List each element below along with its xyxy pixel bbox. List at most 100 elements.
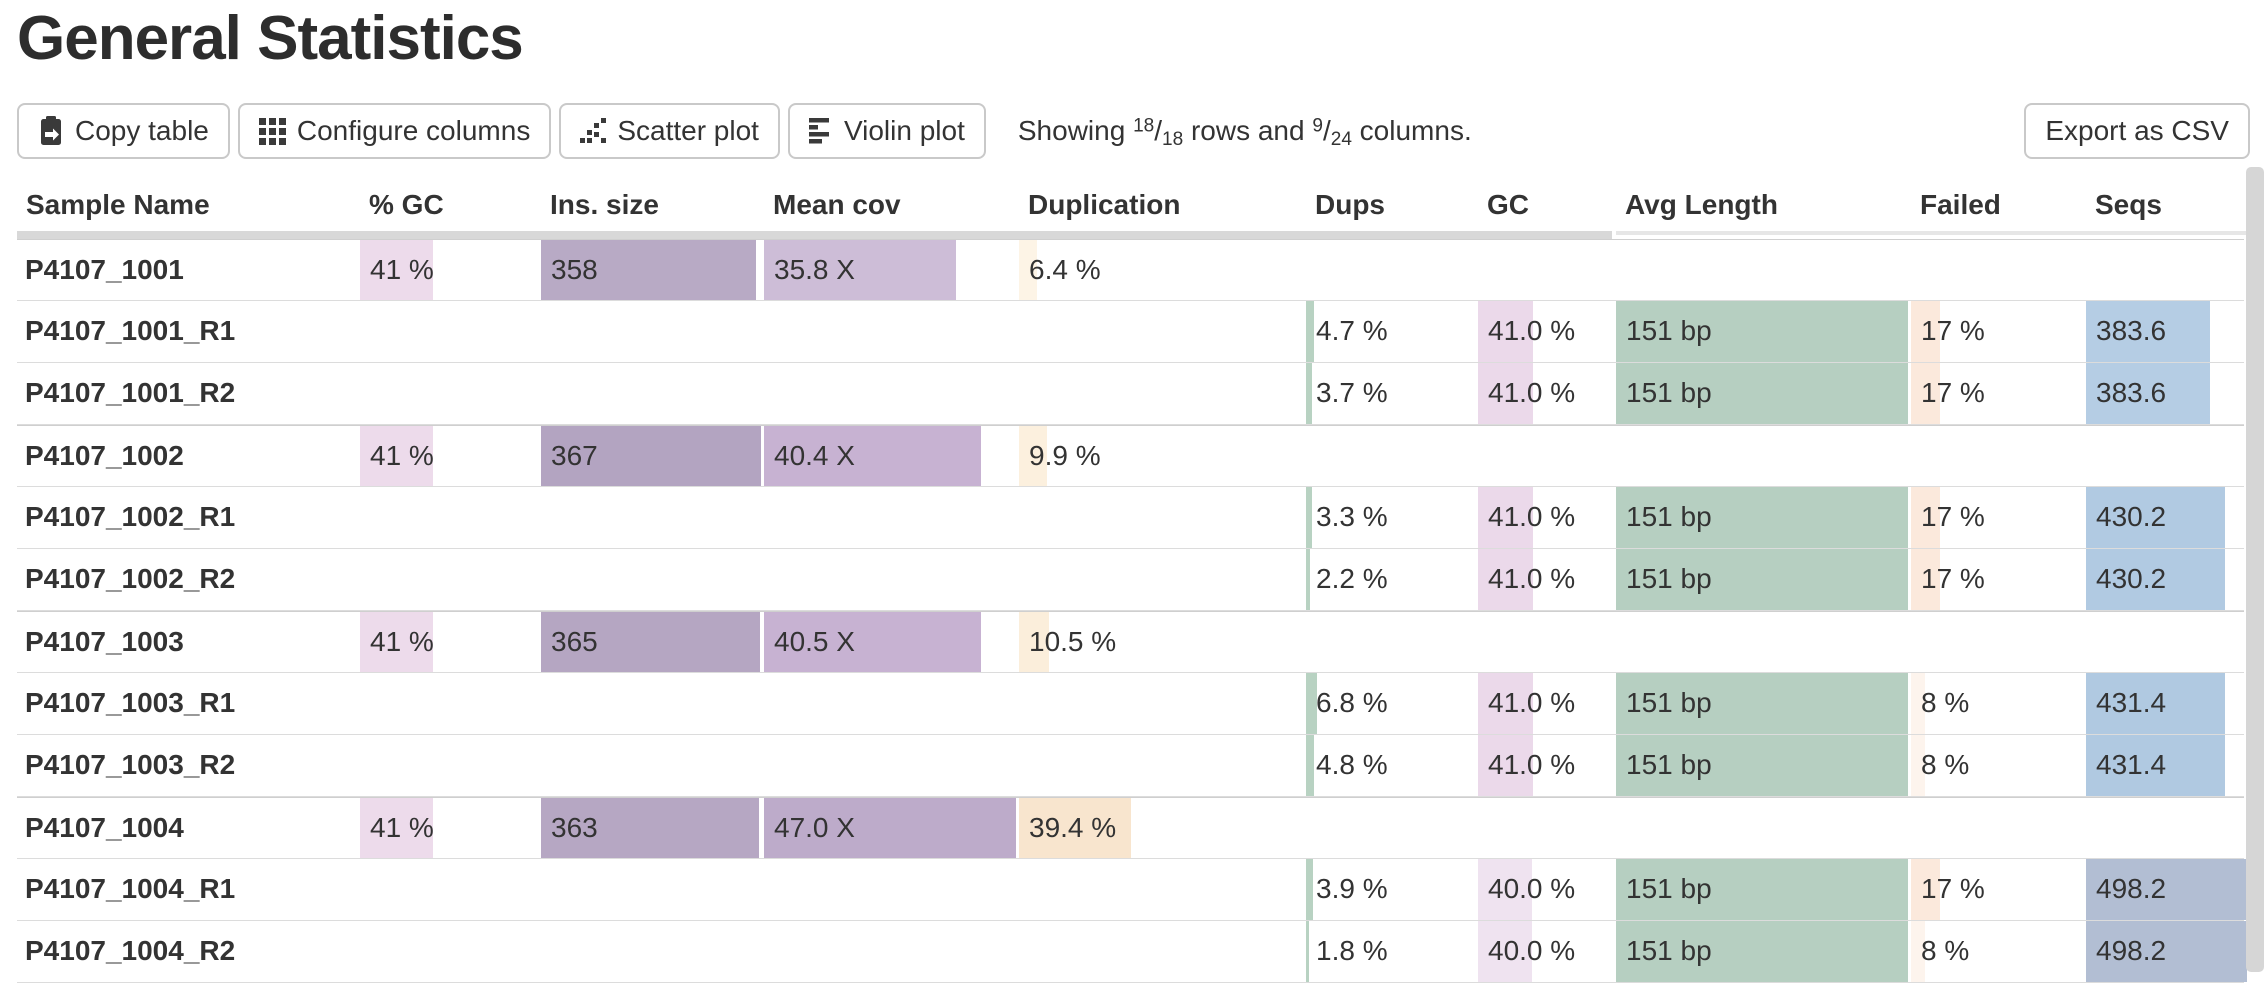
export-csv-button[interactable]: Export as CSV — [2024, 103, 2250, 159]
column-header-dup[interactable]: Duplication — [1028, 189, 1181, 220]
cell-dups: 3.3 % — [1306, 487, 1475, 548]
cell-value: 41.0 % — [1488, 749, 1576, 780]
cell-gc_pct — [360, 673, 538, 734]
cell-dup — [1019, 301, 1303, 362]
column-header-gc[interactable]: GC — [1487, 189, 1529, 220]
sample-name: P4107_1001_R1 — [25, 315, 236, 346]
cell-value: 151 bp — [1626, 749, 1712, 780]
cell-len: 151 bp — [1616, 921, 1908, 982]
cell-failed — [1911, 612, 2083, 672]
cell-sample: P4107_1004 — [17, 798, 357, 858]
sample-name: P4107_1003 — [25, 626, 184, 657]
value-bar — [764, 426, 981, 486]
value-bar — [541, 612, 760, 672]
rows-shown: 18 — [1133, 115, 1155, 137]
value-bar — [360, 426, 433, 486]
cell-failed: 8 % — [1911, 735, 2083, 796]
table-row: P4107_1003 41 % 365 40.5 X 10.5 % — [17, 611, 2244, 673]
clipboard-icon — [38, 116, 64, 146]
column-header-cov[interactable]: Mean cov — [773, 189, 901, 220]
cell-len: 151 bp — [1616, 859, 1908, 920]
value-bar — [1019, 426, 1048, 486]
cell-gc_pct: 41 % — [360, 240, 538, 300]
cell-gc: 41.0 % — [1478, 735, 1613, 796]
column-header-ins[interactable]: Ins. size — [550, 189, 659, 220]
cell-value: 6.8 % — [1316, 687, 1388, 718]
value-bar — [1478, 487, 1534, 548]
cell-dups: 3.9 % — [1306, 859, 1475, 920]
cell-cov — [764, 921, 1016, 982]
value-bar — [764, 798, 1016, 858]
column-header-seqs[interactable]: Seqs — [2095, 189, 2162, 220]
column-header-sample[interactable]: Sample Name — [26, 189, 210, 220]
cell-value: 8 % — [1921, 935, 1970, 966]
sample-name: P4107_1002_R2 — [25, 563, 236, 594]
column-header-dups[interactable]: Dups — [1315, 189, 1385, 220]
cell-sample: P4107_1004_R1 — [17, 859, 357, 920]
cell-len: 151 bp — [1616, 735, 1908, 796]
cell-dup — [1019, 363, 1303, 424]
column-header-len[interactable]: Avg Length — [1625, 189, 1778, 220]
cell-cov — [764, 735, 1016, 796]
showing-summary: Showing 18/18 rows and 9/24 columns. — [1017, 115, 1472, 150]
scatter-plot-button[interactable]: Scatter plot — [559, 103, 780, 159]
cell-ins: 363 — [541, 798, 761, 858]
configure-columns-button[interactable]: Configure columns — [237, 103, 552, 159]
cell-gc_pct — [360, 735, 538, 796]
cell-value: 151 bp — [1626, 935, 1712, 966]
value-bar — [1911, 673, 1925, 734]
violin-icon — [808, 118, 833, 144]
cell-len: 151 bp — [1616, 487, 1908, 548]
column-header-failed[interactable]: Failed — [1920, 189, 2001, 220]
value-bar — [1306, 363, 1313, 424]
cell-cov: 40.4 X — [764, 426, 1016, 486]
cell-len — [1616, 240, 1908, 300]
table-row: P4107_1003_R2 4.8 % 41.0 % 151 bp 8 % 431.4 — [17, 735, 2244, 797]
table-row: P4107_1004_R2 1.8 % 40.0 % 151 bp 8 % 498.2 — [17, 921, 2247, 983]
toolbar: Copy table Configure columns — [0, 102, 2266, 160]
header-underline-left — [17, 231, 1612, 239]
cell-value: 40.0 % — [1488, 873, 1576, 904]
cell-dup: 39.4 % — [1019, 798, 1303, 858]
cell-ins — [541, 487, 761, 548]
cell-value: 4.7 % — [1316, 315, 1388, 346]
value-bar — [2086, 859, 2247, 920]
table-header-row: Sample Name % GC Ins. size Mean cov Duplicat… — [17, 175, 2244, 221]
cell-cov: 40.5 X — [764, 612, 1016, 672]
cols-shown: 9 — [1312, 115, 1323, 137]
cell-seqs: 431.4 — [2086, 673, 2247, 734]
violin-plot-button[interactable]: Violin plot — [787, 103, 986, 159]
cell-value: 17 % — [1921, 501, 1985, 532]
value-bar — [1478, 301, 1534, 362]
cell-value: 3.9 % — [1316, 873, 1388, 904]
cell-seqs — [2086, 798, 2247, 858]
cell-dup — [1019, 673, 1303, 734]
vertical-scrollbar[interactable] — [2246, 167, 2264, 972]
cell-failed: 8 % — [1911, 921, 2083, 982]
cell-len: 151 bp — [1616, 301, 1908, 362]
cell-value: 151 bp — [1626, 315, 1712, 346]
cell-cov — [764, 363, 1016, 424]
violin-plot-label: Violin plot — [843, 115, 965, 146]
cell-dups: 1.8 % — [1306, 921, 1475, 982]
cell-value: 41.0 % — [1488, 315, 1576, 346]
cell-ins: 367 — [541, 426, 761, 486]
cell-value: 40.4 X — [774, 440, 855, 471]
sample-name: P4107_1004 — [25, 812, 184, 843]
cell-sample: P4107_1001_R1 — [17, 301, 357, 362]
cell-failed — [1911, 426, 2083, 486]
cell-sample: P4107_1003 — [17, 612, 357, 672]
cell-value: 17 % — [1921, 873, 1985, 904]
cell-gc_pct — [360, 549, 538, 610]
cell-value: 8 % — [1921, 749, 1970, 780]
sample-name: P4107_1001 — [25, 254, 184, 285]
column-header-gc_pct[interactable]: % GC — [369, 189, 444, 220]
cell-ins: 365 — [541, 612, 761, 672]
cell-cov — [764, 549, 1016, 610]
cell-ins — [541, 735, 761, 796]
value-bar — [1306, 921, 1310, 982]
cell-dup — [1019, 487, 1303, 548]
cell-value: 151 bp — [1626, 687, 1712, 718]
cell-cov — [764, 859, 1016, 920]
copy-table-button[interactable]: Copy table — [17, 103, 230, 159]
